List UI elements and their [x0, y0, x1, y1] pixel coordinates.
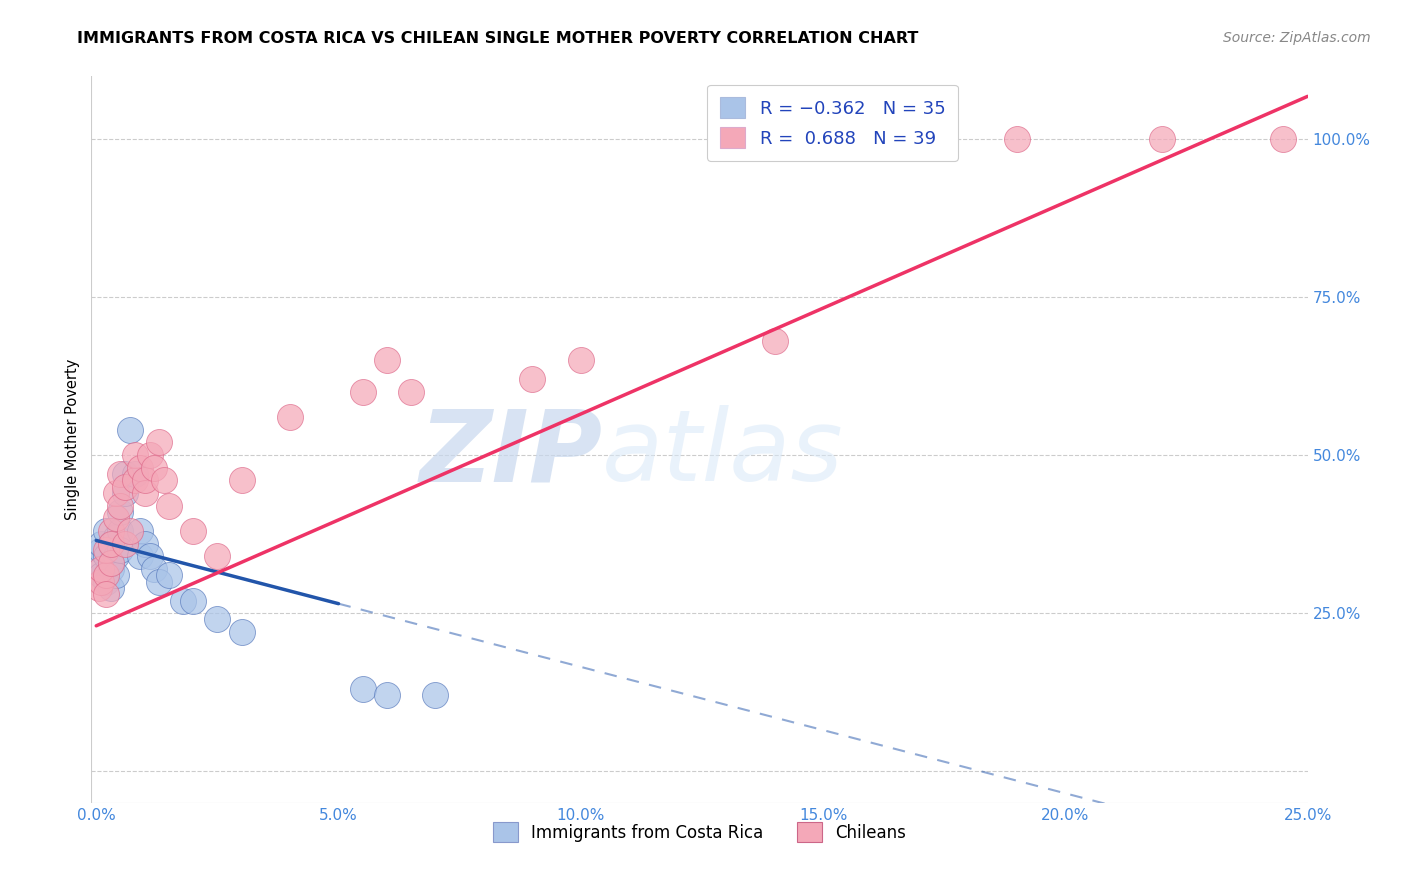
Point	[110, 499, 132, 513]
Point	[100, 581, 122, 595]
Point	[1272, 132, 1295, 146]
Text: IMMIGRANTS FROM COSTA RICA VS CHILEAN SINGLE MOTHER POVERTY CORRELATION CHART: IMMIGRANTS FROM COSTA RICA VS CHILEAN SI…	[77, 31, 918, 46]
Point	[104, 486, 127, 500]
Legend: Immigrants from Costa Rica, Chileans: Immigrants from Costa Rica, Chileans	[486, 815, 912, 849]
Point	[157, 499, 180, 513]
Point	[138, 448, 160, 462]
Point	[90, 574, 112, 589]
Point	[110, 524, 132, 538]
Point	[94, 574, 117, 589]
Point	[100, 524, 122, 538]
Text: ZIP: ZIP	[419, 405, 602, 502]
Point	[94, 587, 117, 601]
Point	[128, 524, 150, 538]
Point	[114, 536, 136, 550]
Point	[143, 460, 166, 475]
Point	[399, 384, 422, 399]
Point	[110, 467, 132, 481]
Point	[124, 448, 146, 462]
Point	[352, 681, 374, 696]
Point	[94, 524, 117, 538]
Point	[134, 474, 156, 488]
Text: atlas: atlas	[602, 405, 844, 502]
Point	[94, 568, 117, 582]
Point	[100, 556, 122, 570]
Y-axis label: Single Mother Poverty: Single Mother Poverty	[65, 359, 80, 520]
Point	[375, 689, 398, 703]
Point	[278, 410, 301, 425]
Point	[114, 486, 136, 500]
Point	[104, 549, 127, 564]
Point	[90, 543, 112, 558]
Point	[375, 353, 398, 368]
Point	[90, 568, 112, 582]
Point	[207, 549, 229, 564]
Point	[128, 549, 150, 564]
Point	[181, 524, 204, 538]
Point	[124, 474, 146, 488]
Point	[90, 562, 112, 576]
Point	[143, 562, 166, 576]
Point	[134, 486, 156, 500]
Point	[104, 530, 127, 544]
Point	[120, 423, 142, 437]
Point	[90, 536, 112, 550]
Point	[94, 549, 117, 564]
Point	[231, 625, 253, 640]
Point	[207, 612, 229, 626]
Point	[100, 556, 122, 570]
Point	[110, 505, 132, 519]
Point	[87, 556, 110, 570]
Point	[124, 467, 146, 481]
Point	[172, 593, 194, 607]
Point	[100, 536, 122, 550]
Point	[231, 474, 253, 488]
Point	[94, 543, 117, 558]
Point	[104, 511, 127, 525]
Point	[181, 593, 204, 607]
Point	[153, 474, 176, 488]
Point	[104, 568, 127, 582]
Point	[352, 384, 374, 399]
Point	[110, 543, 132, 558]
Point	[128, 460, 150, 475]
Text: Source: ZipAtlas.com: Source: ZipAtlas.com	[1223, 31, 1371, 45]
Point	[87, 581, 110, 595]
Point	[120, 524, 142, 538]
Point	[1005, 132, 1028, 146]
Point	[100, 562, 122, 576]
Point	[157, 568, 180, 582]
Point	[114, 480, 136, 494]
Point	[148, 435, 170, 450]
Point	[134, 536, 156, 550]
Point	[100, 536, 122, 550]
Point	[138, 549, 160, 564]
Point	[569, 353, 592, 368]
Point	[148, 574, 170, 589]
Point	[1152, 132, 1174, 146]
Point	[425, 689, 447, 703]
Point	[522, 372, 544, 386]
Point	[114, 467, 136, 481]
Point	[763, 334, 786, 349]
